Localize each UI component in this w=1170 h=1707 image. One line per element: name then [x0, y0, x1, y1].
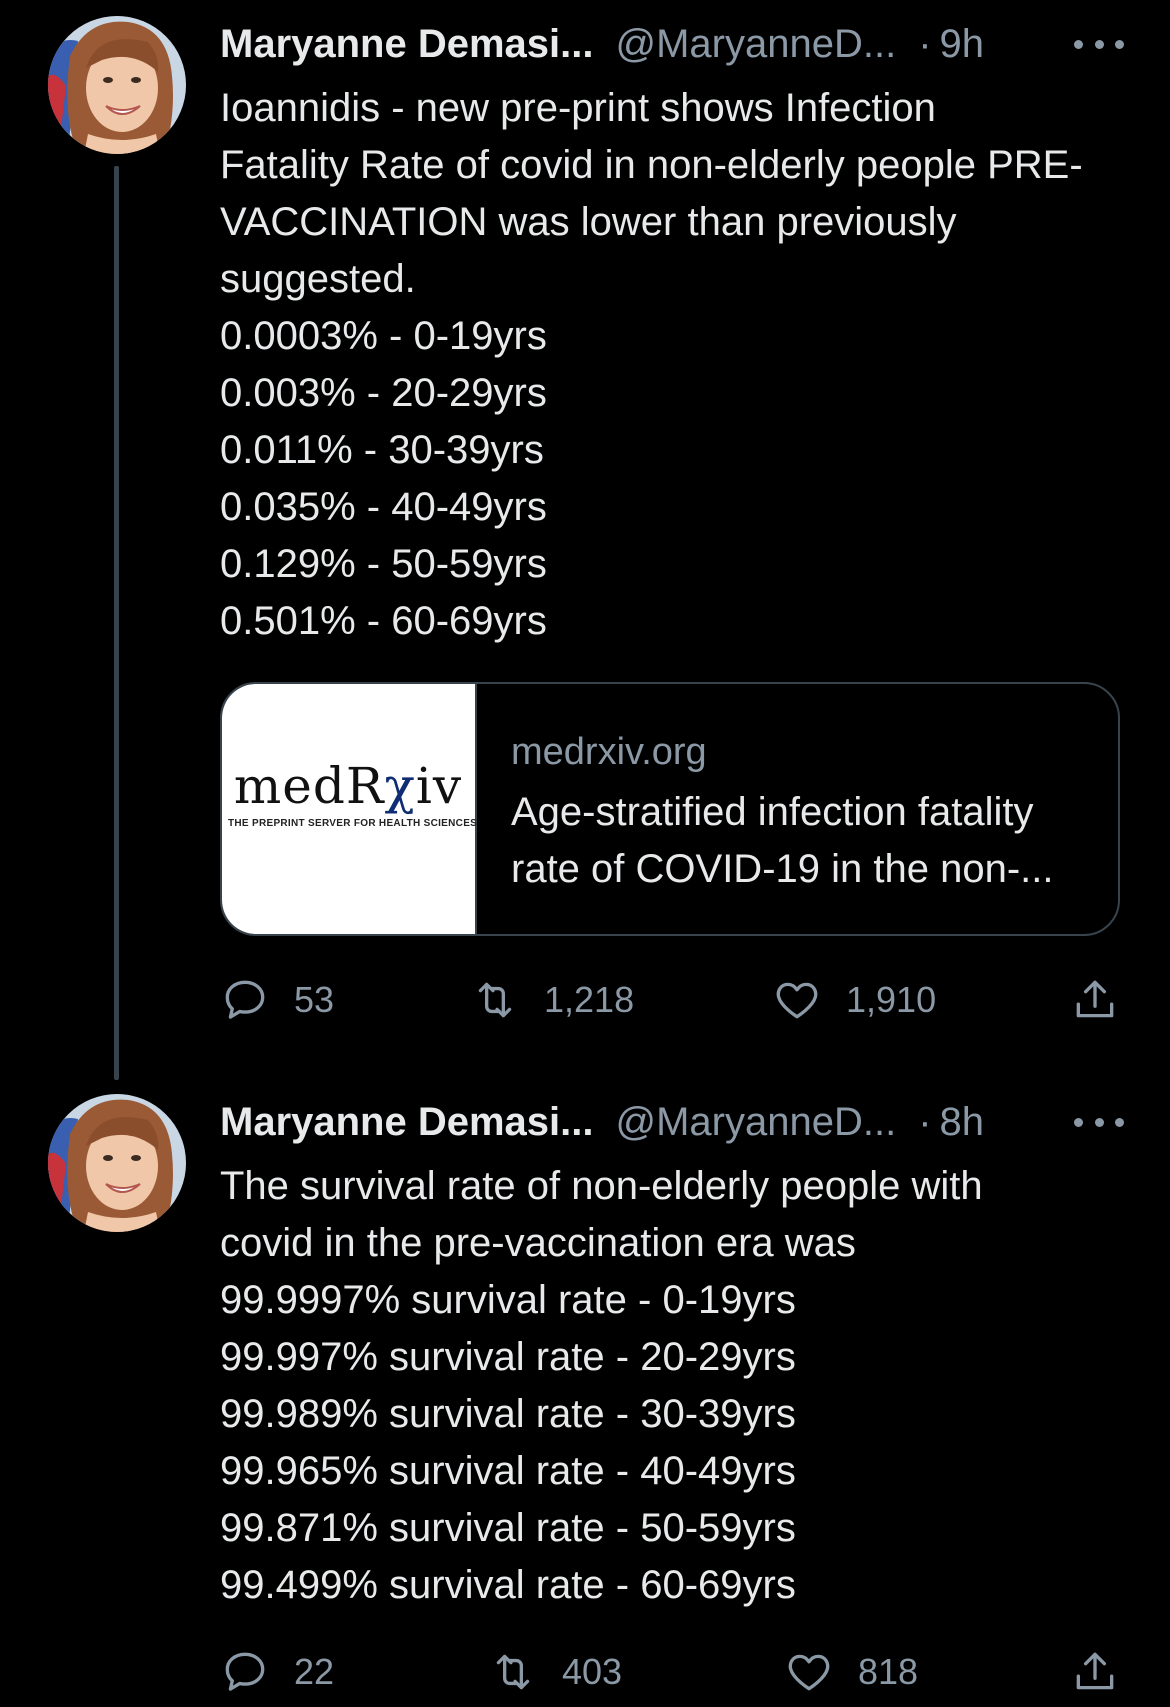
author-handle[interactable]: @MaryanneD...: [615, 21, 897, 66]
tweet-text-line: VACCINATION was lower than previously: [220, 200, 957, 244]
tweet-header: Maryanne Demasi... @MaryanneD... · 9h: [220, 18, 984, 70]
tweet-text-line: 0.035% - 40-49yrs: [220, 485, 547, 529]
like-button[interactable]: 818: [784, 1642, 918, 1702]
tweet-text-line: 0.501% - 60-69yrs: [220, 599, 547, 643]
reply-count: 22: [294, 1651, 335, 1692]
action-bar: 53 1,218 1,910: [220, 970, 1120, 1030]
link-card[interactable]: medRχiv THE PREPRINT SERVER FOR HEALTH S…: [220, 682, 1120, 936]
author-name[interactable]: Maryanne Demasi...: [220, 21, 594, 66]
like-count: 1,910: [846, 979, 937, 1020]
tweet-text-line: The survival rate of non-elderly people …: [220, 1164, 983, 1208]
tweet-text-line: 0.0003% - 0-19yrs: [220, 314, 547, 358]
card-title: Age-stratified infection fatality rate o…: [511, 790, 1054, 891]
author-name[interactable]: Maryanne Demasi...: [220, 1099, 594, 1144]
thread-connector-line: [114, 166, 119, 1080]
heart-icon: [788, 1654, 830, 1691]
like-count: 818: [858, 1651, 919, 1692]
speech-bubble-icon: [225, 980, 265, 1019]
share-upload-icon: [1076, 980, 1114, 1018]
timestamp[interactable]: 8h: [939, 1099, 985, 1144]
retweet-count: 403: [562, 1651, 623, 1692]
tweet-text-line: 99.499% survival rate - 60-69yrs: [220, 1563, 796, 1607]
avatar-photo: [48, 16, 186, 154]
reply-count: 53: [294, 979, 335, 1020]
tweet-text-line: 99.997% survival rate - 20-29yrs: [220, 1335, 796, 1379]
retweet-arrows-icon: [478, 982, 512, 1018]
tweet-text-line: Ioannidis - new pre-print shows Infectio…: [220, 86, 936, 130]
tweet-text-line: Fatality Rate of covid in non-elderly pe…: [220, 143, 1083, 187]
tweet-text-line: 0.011% - 30-39yrs: [220, 428, 544, 472]
heart-icon: [776, 982, 818, 1019]
tweet-text-line: 99.9997% survival rate - 0-19yrs: [220, 1278, 796, 1322]
author-handle[interactable]: @MaryanneD...: [615, 1099, 897, 1144]
tweet-text-line: 99.871% survival rate - 50-59yrs: [220, 1506, 796, 1550]
card-body: medrxiv.org Age-stratified infection fat…: [477, 684, 1087, 934]
more-dots-icon[interactable]: [1074, 1100, 1124, 1144]
tweet-text-line: 99.989% survival rate - 30-39yrs: [220, 1392, 796, 1436]
avatar[interactable]: [48, 1094, 186, 1232]
more-dots-icon[interactable]: [1074, 22, 1124, 66]
tweet-text-line: 99.965% survival rate - 40-49yrs: [220, 1449, 796, 1493]
share-button[interactable]: [1070, 1642, 1120, 1702]
separator-dot: ·: [918, 1099, 932, 1144]
action-bar: 22 403 818: [220, 1642, 1120, 1702]
speech-bubble-icon: [225, 1652, 265, 1691]
retweet-count: 1,218: [544, 979, 635, 1020]
retweet-button[interactable]: 1,218: [470, 970, 634, 1030]
retweet-button[interactable]: 403: [488, 1642, 622, 1702]
tweet-text: The survival rate of non-elderly people …: [220, 1158, 1140, 1614]
tweet-text: Ioannidis - new pre-print shows Infectio…: [220, 80, 1140, 650]
tweet-header: Maryanne Demasi... @MaryanneD... · 8h: [220, 1096, 984, 1148]
tweet-text-line: suggested.: [220, 257, 416, 301]
card-domain: medrxiv.org: [511, 731, 707, 773]
reply-button[interactable]: 22: [220, 1642, 334, 1702]
separator-dot: ·: [918, 21, 932, 66]
avatar-photo: [48, 1094, 186, 1232]
retweet-arrows-icon: [496, 1654, 530, 1690]
reply-button[interactable]: 53: [220, 970, 334, 1030]
tweet-text-line: covid in the pre-vaccination era was: [220, 1221, 856, 1265]
card-thumbnail: medRχiv THE PREPRINT SERVER FOR HEALTH S…: [222, 684, 477, 934]
like-button[interactable]: 1,910: [772, 970, 936, 1030]
timestamp[interactable]: 9h: [939, 21, 985, 66]
avatar[interactable]: [48, 16, 186, 154]
medrxiv-logo: medRχiv THE PREPRINT SERVER FOR HEALTH S…: [228, 757, 478, 829]
tweet-text-line: 0.003% - 20-29yrs: [220, 371, 547, 415]
share-button[interactable]: [1070, 970, 1120, 1030]
share-upload-icon: [1076, 1652, 1114, 1690]
tweet-text-line: 0.129% - 50-59yrs: [220, 542, 547, 586]
